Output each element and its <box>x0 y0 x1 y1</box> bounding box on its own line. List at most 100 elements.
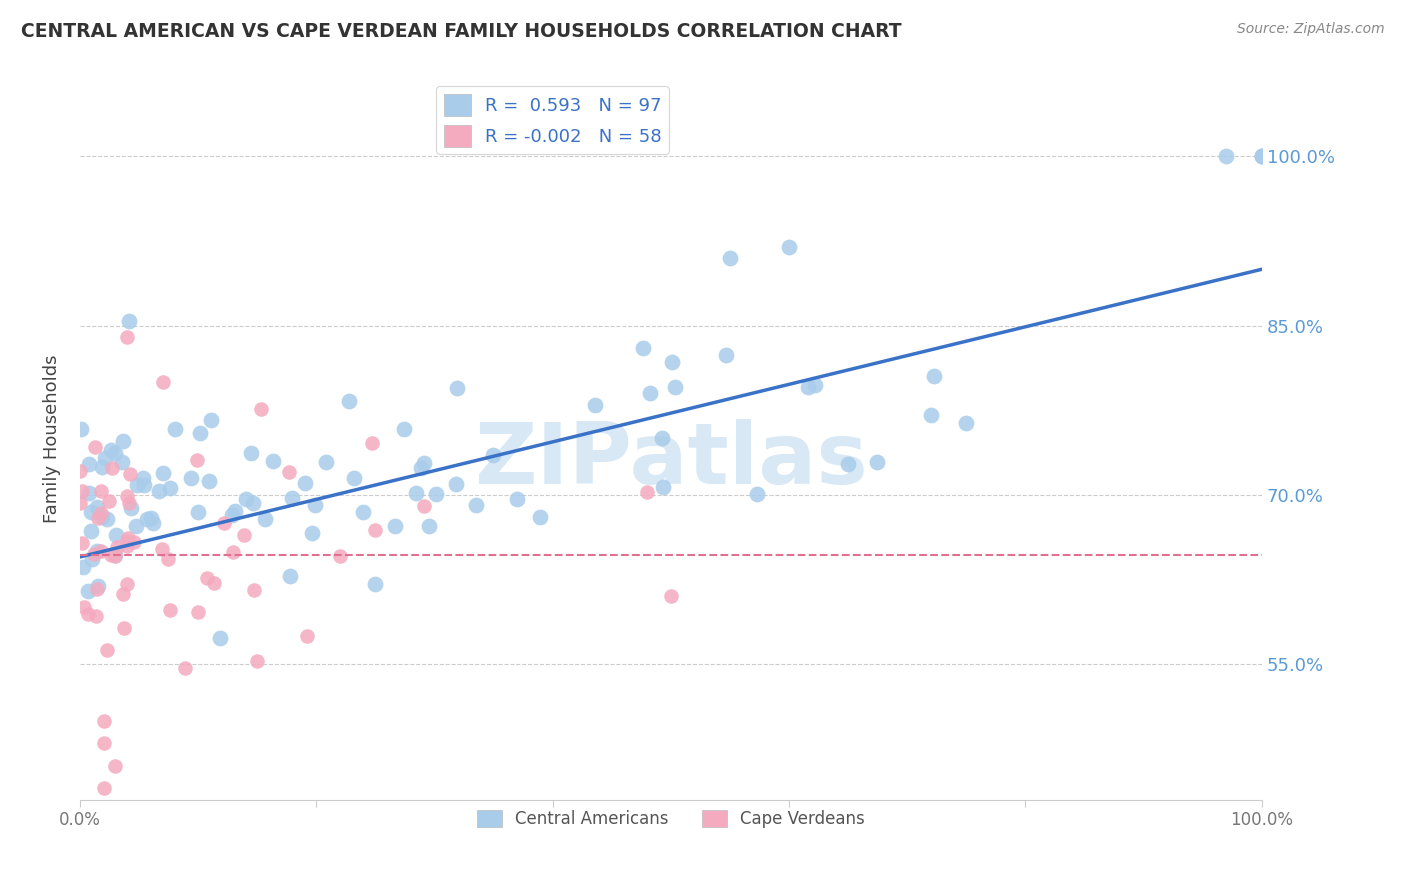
Point <box>90 484 112 499</box>
Point <box>243 583 266 598</box>
Point <box>86 500 108 515</box>
Point <box>120 501 142 516</box>
Point <box>446 477 468 491</box>
Point <box>242 496 264 510</box>
Point <box>664 380 686 394</box>
Point <box>304 498 326 512</box>
Point <box>90 460 112 475</box>
Point <box>111 455 134 469</box>
Point <box>70 422 93 436</box>
Point <box>638 385 661 400</box>
Point <box>714 348 737 362</box>
Point <box>294 476 316 491</box>
Point <box>633 341 655 355</box>
Point <box>152 466 174 480</box>
Point <box>134 478 156 492</box>
Point <box>84 441 107 455</box>
Point <box>150 541 173 556</box>
Point <box>82 552 104 566</box>
Point <box>208 631 231 645</box>
Point <box>94 450 117 465</box>
Point <box>127 478 149 492</box>
Point <box>139 510 162 524</box>
Point <box>281 491 304 506</box>
Point <box>343 471 366 485</box>
Point <box>174 661 197 675</box>
Point <box>413 499 436 513</box>
Point <box>222 545 245 559</box>
Point <box>405 485 427 500</box>
Y-axis label: Family Households: Family Households <box>44 354 60 523</box>
Point <box>77 607 100 622</box>
Point <box>115 577 138 591</box>
Point <box>364 523 387 537</box>
Point <box>87 510 110 524</box>
Point <box>73 600 96 615</box>
Point <box>104 549 127 564</box>
Point <box>418 519 440 533</box>
Point <box>315 455 337 469</box>
Point <box>363 577 385 591</box>
Point <box>224 504 246 518</box>
Point <box>104 548 127 562</box>
Point <box>384 519 406 533</box>
Point <box>159 603 181 617</box>
Point <box>240 445 263 459</box>
Point <box>79 524 101 538</box>
Point <box>100 442 122 457</box>
Point <box>118 313 141 327</box>
Point <box>86 544 108 558</box>
Point <box>329 549 352 564</box>
Point <box>142 516 165 530</box>
Point <box>101 460 124 475</box>
Text: Source: ZipAtlas.com: Source: ZipAtlas.com <box>1237 22 1385 37</box>
Point <box>115 330 138 344</box>
Point <box>446 380 468 394</box>
Point <box>112 622 135 636</box>
Point <box>837 458 859 472</box>
Point <box>93 736 115 750</box>
Point <box>195 571 218 585</box>
Point <box>135 512 157 526</box>
Point <box>186 505 208 519</box>
Point <box>148 484 170 499</box>
Point <box>83 547 105 561</box>
Point <box>718 251 741 265</box>
Point <box>87 578 110 592</box>
Point <box>115 489 138 503</box>
Point <box>72 559 94 574</box>
Point <box>84 609 107 624</box>
Point <box>198 474 221 488</box>
Point <box>803 377 825 392</box>
Point <box>90 506 112 520</box>
Point <box>105 528 128 542</box>
Text: ZIPatlas: ZIPatlas <box>474 418 868 501</box>
Point <box>659 590 682 604</box>
Point <box>100 549 122 563</box>
Point <box>409 461 432 475</box>
Point <box>920 408 942 422</box>
Point <box>661 355 683 369</box>
Point <box>482 449 505 463</box>
Point <box>636 485 658 500</box>
Point <box>77 583 100 598</box>
Point <box>104 758 127 772</box>
Point <box>159 481 181 495</box>
Point <box>797 380 820 394</box>
Point <box>1251 149 1274 163</box>
Point <box>1251 149 1274 163</box>
Point <box>163 422 186 436</box>
Point <box>152 375 174 389</box>
Point <box>187 606 209 620</box>
Point <box>202 575 225 590</box>
Point <box>98 493 121 508</box>
Point <box>93 714 115 728</box>
Point <box>125 519 148 533</box>
Point <box>105 540 128 554</box>
Point <box>115 533 138 548</box>
Point <box>778 240 800 254</box>
Point <box>117 531 139 545</box>
Point <box>1215 149 1237 163</box>
Point <box>277 466 299 480</box>
Point <box>651 431 673 445</box>
